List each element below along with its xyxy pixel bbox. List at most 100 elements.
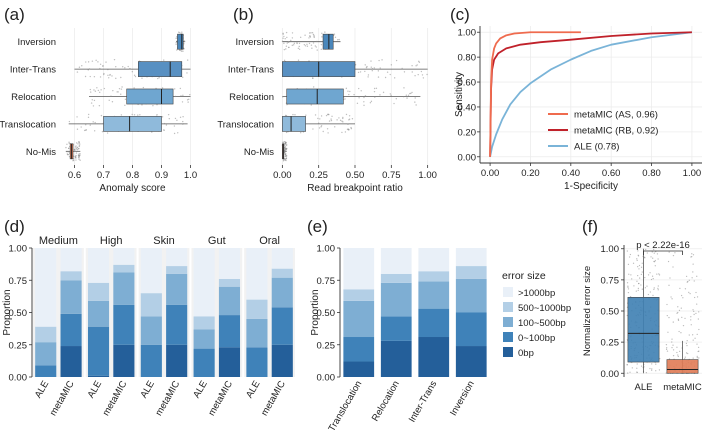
panel-d: Proportion0.000.250.500.751.00MediumALEm… xyxy=(2,235,295,418)
jitter-point xyxy=(631,367,633,369)
legend-swatch xyxy=(503,317,513,327)
jitter-point xyxy=(161,116,164,118)
jitter-point xyxy=(651,369,653,371)
y-axis-title: Proportion xyxy=(310,289,321,335)
jitter-point xyxy=(674,252,676,254)
y-tick-label: 0.50 xyxy=(317,308,336,319)
bar-segment xyxy=(246,299,268,319)
jitter-point xyxy=(688,334,690,336)
jitter-point xyxy=(308,37,310,39)
jitter-point xyxy=(342,116,344,119)
bar-segment xyxy=(380,340,412,377)
jitter-point xyxy=(316,49,318,51)
bar-segment xyxy=(380,248,412,274)
jitter-point xyxy=(129,68,131,70)
legend-label: metaMIC (RB, 0.92) xyxy=(574,126,658,137)
bar-segment xyxy=(35,342,57,366)
jitter-point xyxy=(298,42,301,45)
jitter-point xyxy=(282,37,284,39)
jitter-point xyxy=(692,334,694,336)
jitter-point xyxy=(287,41,290,43)
jitter-point xyxy=(181,31,183,33)
jitter-point xyxy=(411,64,413,67)
bar-segment xyxy=(271,268,293,278)
jitter-point xyxy=(676,346,678,348)
jitter-point xyxy=(364,70,366,73)
jitter-point xyxy=(179,116,182,119)
jitter-point xyxy=(650,278,653,281)
jitter-point xyxy=(76,116,78,118)
jitter-point xyxy=(314,114,317,116)
jitter-point xyxy=(75,159,77,161)
jitter-point xyxy=(649,367,651,370)
jitter-point xyxy=(645,248,647,251)
panel-c: 0.00 0.20 0.40 0.60 0.80 1.00 0.00 0.20 0.40 0.60… xyxy=(454,26,702,192)
jitter-point xyxy=(127,65,129,68)
jitter-point xyxy=(389,73,391,76)
jitter-point xyxy=(182,123,184,125)
bar-segment xyxy=(455,266,487,279)
jitter-point xyxy=(417,73,419,76)
jitter-point xyxy=(324,31,326,33)
bar-segment xyxy=(87,282,110,301)
legend-label: 0~100bp xyxy=(518,333,555,344)
jitter-point xyxy=(163,59,165,61)
jitter-point xyxy=(111,75,113,77)
x-tick-label: Relocation xyxy=(370,379,402,423)
jitter-point xyxy=(173,125,176,127)
jitter-point xyxy=(87,116,90,119)
jitter-point xyxy=(87,69,89,71)
jitter-point xyxy=(696,356,698,359)
jitter-point xyxy=(658,274,661,276)
jitter-point xyxy=(336,119,338,121)
bar-segment xyxy=(271,248,293,269)
jitter-point xyxy=(627,285,629,287)
jitter-point xyxy=(692,339,694,341)
jitter-point xyxy=(181,101,184,103)
jitter-point xyxy=(338,38,340,41)
jitter-point xyxy=(95,59,97,62)
jitter-point xyxy=(679,287,681,290)
jitter-point xyxy=(330,118,332,120)
jitter-point xyxy=(76,128,79,130)
panel-d-label: (d) xyxy=(4,217,25,236)
bar-segment xyxy=(193,348,215,377)
bar-segment xyxy=(218,315,241,348)
bar-segment xyxy=(113,248,135,265)
jitter-point xyxy=(658,273,660,275)
jitter-point xyxy=(321,36,323,38)
jitter-point xyxy=(373,67,376,69)
jitter-point xyxy=(284,153,287,156)
jitter-point xyxy=(684,358,686,360)
jitter-point xyxy=(75,155,77,158)
x-tick-label: ALE xyxy=(33,379,52,400)
bar-segment xyxy=(380,273,412,283)
jitter-point xyxy=(346,128,349,131)
jitter-point xyxy=(176,119,178,122)
y-tick-label: 0.00 xyxy=(317,373,336,384)
jitter-point xyxy=(691,277,693,279)
x-tick-label: ALE xyxy=(635,382,653,393)
jitter-point xyxy=(671,346,673,349)
jitter-point xyxy=(320,48,322,51)
jitter-point xyxy=(97,61,99,63)
jitter-point xyxy=(637,274,639,277)
jitter-point xyxy=(345,113,348,116)
jitter-point xyxy=(108,77,110,79)
significance-label: p < 2.22e-16 xyxy=(636,240,690,251)
jitter-point xyxy=(107,68,109,71)
jitter-point xyxy=(693,296,696,299)
y-tick-label: 0.50 xyxy=(9,308,28,319)
y-axis-title: Sensitivity xyxy=(454,72,465,117)
jitter-point xyxy=(156,104,158,106)
jitter-point xyxy=(671,341,673,343)
legend-swatch xyxy=(503,332,513,342)
jitter-point xyxy=(657,289,659,291)
jitter-point xyxy=(658,369,661,371)
box xyxy=(103,116,162,132)
jitter-point xyxy=(367,76,369,78)
jitter-point xyxy=(363,101,365,103)
jitter-point xyxy=(627,286,629,288)
jitter-point xyxy=(93,76,96,78)
